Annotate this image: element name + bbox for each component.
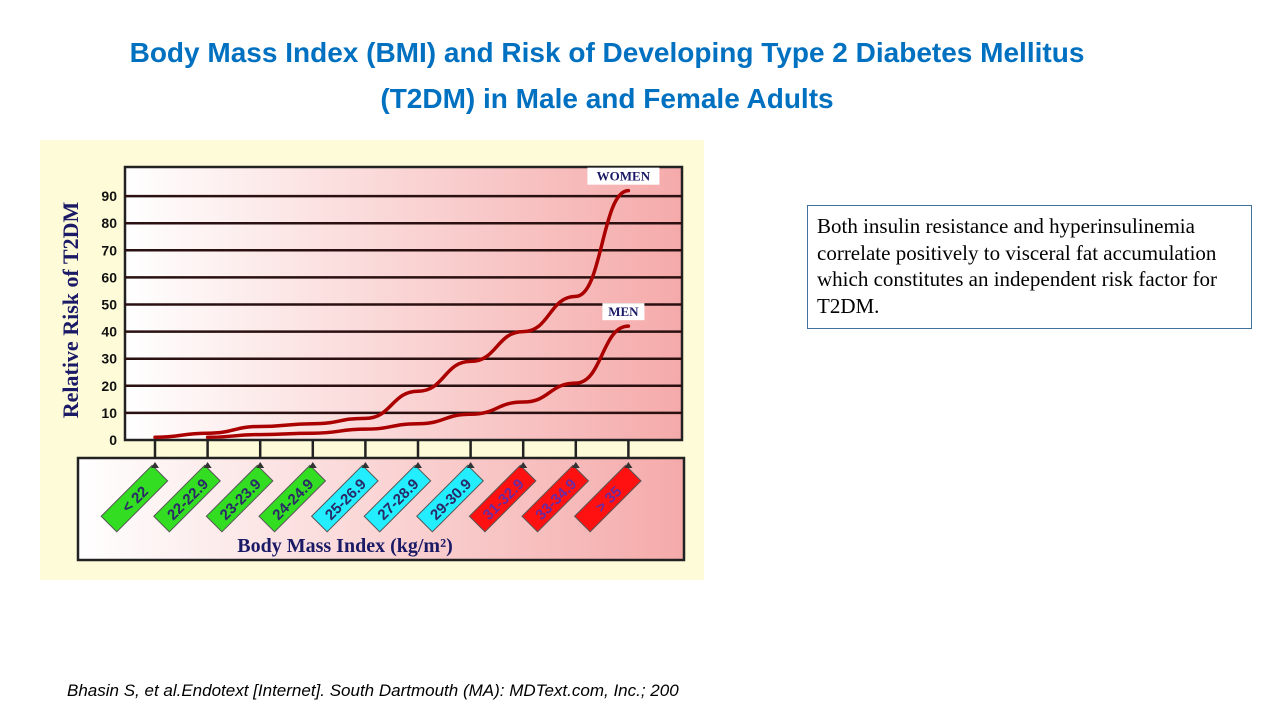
- x-axis-label: Body Mass Index (kg/m²): [237, 535, 452, 557]
- category-box: [153, 464, 221, 533]
- category-box: [100, 464, 169, 533]
- category-box: [468, 464, 537, 533]
- y-tick-label: 90: [101, 188, 117, 204]
- category-box: [258, 464, 327, 533]
- explanation-textbox: Both insulin resistance and hyperinsulin…: [807, 205, 1252, 329]
- category-box: [205, 464, 274, 533]
- category-box: [363, 464, 432, 533]
- y-tick-label: 0: [109, 432, 117, 448]
- y-tick-label: 60: [101, 269, 117, 285]
- y-axis-label: Relative Risk of T2DM: [58, 202, 83, 419]
- category-pointer: [466, 462, 475, 468]
- y-tick-label: 20: [101, 378, 117, 394]
- y-tick-label: 30: [101, 351, 117, 367]
- title-line-2: (T2DM) in Male and Female Adults: [380, 83, 834, 114]
- category-box: [310, 464, 379, 533]
- category-pointer: [624, 462, 633, 468]
- y-tick-label: 40: [101, 324, 117, 340]
- category-pointer: [151, 462, 159, 468]
- series-label: MEN: [608, 304, 639, 319]
- category-box: [573, 464, 642, 533]
- category-pointer: [361, 462, 370, 468]
- slide-title: Body Mass Index (BMI) and Risk of Develo…: [0, 30, 1214, 122]
- y-tick-label: 50: [101, 297, 117, 313]
- category-box: [521, 464, 590, 533]
- category-pointer: [571, 462, 580, 468]
- category-pointer: [308, 462, 317, 468]
- category-pointer: [203, 462, 212, 468]
- y-tick-label: 10: [101, 405, 117, 421]
- category-pointer: [256, 462, 265, 468]
- series-label-bg: [587, 167, 660, 185]
- title-line-1: Body Mass Index (BMI) and Risk of Develo…: [129, 37, 1085, 68]
- y-tick-label: 70: [101, 242, 117, 258]
- category-box: [416, 464, 484, 533]
- citation: Bhasin S, et al.Endotext [Internet]. Sou…: [67, 681, 679, 700]
- category-pointer: [519, 462, 528, 468]
- series-line-men: [205, 324, 631, 440]
- category-pointer: [414, 462, 422, 468]
- y-tick-label: 80: [101, 215, 117, 231]
- series-label: WOMEN: [597, 169, 651, 184]
- series-label-bg: [602, 303, 645, 321]
